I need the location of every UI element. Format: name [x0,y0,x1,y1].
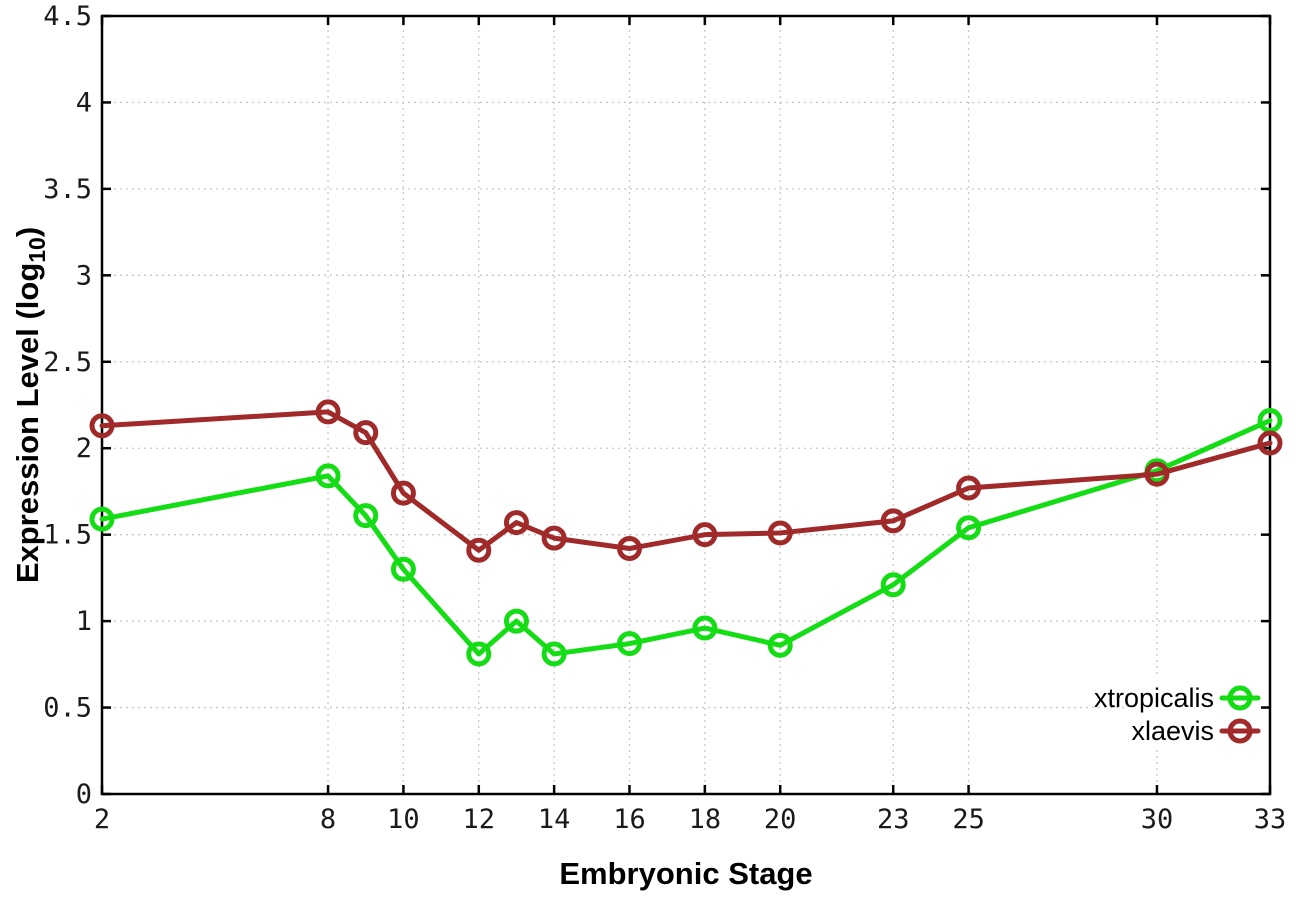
data-point-xlaevis [956,475,982,501]
x-tick-label: 25 [952,804,985,835]
x-tick-label: 18 [689,804,722,835]
x-tick-label: 8 [320,804,336,835]
x-tick-label: 16 [613,804,646,835]
y-tick-label: 1 [76,606,92,637]
data-point-xlaevis [466,537,492,563]
data-point-xtropicalis [315,463,341,489]
y-tick-label: 3 [76,260,92,291]
series-line-xlaevis [99,409,1273,553]
y-tick-label: 2.5 [43,347,92,378]
x-tick-label: 30 [1141,804,1174,835]
data-point-xlaevis [503,510,529,536]
legend-sample-marker-xlaevis [1227,718,1253,744]
x-tick-label: 23 [877,804,910,835]
x-axis-title: Embryonic Stage [559,856,812,891]
data-point-xtropicalis [616,631,642,657]
data-point-xtropicalis [503,608,529,634]
data-point-xlaevis [390,480,416,506]
data-point-xtropicalis [541,641,567,667]
x-tick-label: 14 [538,804,571,835]
x-tick-label: 2 [94,804,110,835]
data-point-xlaevis [1144,461,1170,487]
data-point-xtropicalis [353,503,379,529]
data-point-xlaevis [1257,430,1283,456]
data-point-xtropicalis [390,556,416,582]
data-point-xlaevis [692,522,718,548]
x-tick-label: 10 [387,804,420,835]
data-point-xlaevis [616,535,642,561]
y-tick-label: 4 [76,87,92,118]
legend-label-xlaevis: xlaevis [1131,716,1214,746]
legend-sample-marker-xtropicalis [1227,685,1253,711]
x-tick-label: 33 [1254,804,1287,835]
y-tick-label: 0.5 [43,693,92,724]
data-point-xlaevis [89,413,115,439]
y-tick-label: 0 [76,779,92,810]
data-point-xtropicalis [466,641,492,667]
y-tick-label: 1.5 [43,520,92,551]
y-tick-label: 4.5 [43,1,92,32]
y-tick-label: 3.5 [43,174,92,205]
y-axis-title: Expression Level (log10) [10,227,50,583]
data-point-xtropicalis [880,572,906,598]
data-point-xlaevis [541,525,567,551]
data-point-xlaevis [767,520,793,546]
x-tick-label: 12 [463,804,496,835]
plot-border [100,14,1272,796]
data-point-xtropicalis [767,632,793,658]
data-point-xtropicalis [89,506,115,532]
y-tick-label: 2 [76,433,92,464]
data-point-xlaevis [353,420,379,446]
data-point-xlaevis [880,508,906,534]
data-point-xlaevis [315,399,341,425]
x-tick-label: 20 [764,804,797,835]
legend-label-xtropicalis: xtropicalis [1094,683,1214,713]
data-point-xtropicalis [692,615,718,641]
data-point-xtropicalis [956,515,982,541]
